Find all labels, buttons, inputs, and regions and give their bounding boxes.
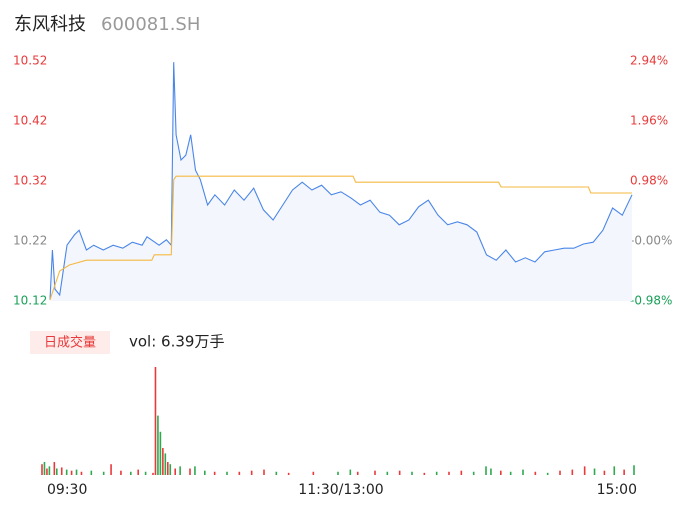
volume-tag: 日成交量: [44, 335, 96, 351]
volume-bar: [226, 471, 228, 475]
x-tick-label: 11:30/13:00: [298, 482, 383, 498]
volume-bar: [583, 466, 586, 475]
y2-tick-label: 0.98%: [630, 174, 668, 188]
volume-bar: [102, 471, 105, 475]
price-area: [50, 62, 632, 302]
series-line: [49, 175, 632, 300]
volume-bar: [213, 471, 216, 475]
volume-bar: [546, 472, 549, 475]
volume-bar: [386, 471, 389, 475]
y-tick-label: 10.12: [13, 294, 47, 308]
x-tick-label: 15:00: [597, 482, 637, 498]
y2-tick-label: -0.98%: [630, 294, 672, 308]
y-tick-label: 10.42: [13, 114, 47, 128]
volume-bar: [435, 471, 438, 475]
volume-bar: [423, 472, 426, 475]
x-tick-label: 09:30: [47, 482, 87, 498]
volume-bar: [70, 470, 73, 475]
volume-bar: [559, 470, 561, 475]
volume-tag-bg: [30, 331, 110, 354]
volume-bar: [287, 472, 290, 475]
volume-bar: [448, 471, 450, 475]
volume-bar: [593, 468, 596, 475]
y2-tick-label: -0.00%: [630, 234, 672, 248]
volume-bar: [460, 470, 463, 475]
volume-bar: [374, 470, 376, 475]
volume-bar: [157, 415, 159, 475]
volume-bar: [46, 468, 48, 475]
volume-bar: [80, 471, 83, 475]
volume-bar: [43, 462, 46, 475]
volume-bar: [356, 471, 359, 475]
volume-bar: [571, 469, 574, 475]
volume-bar: [41, 464, 43, 475]
volume-bar: [194, 466, 196, 475]
volume-bar: [75, 469, 78, 475]
volume-bar: [137, 469, 139, 475]
volume-bar: [337, 471, 339, 475]
volume-bar: [53, 462, 56, 475]
volume-bar: [179, 466, 181, 475]
volume-bar: [174, 468, 176, 475]
volume-bar: [509, 471, 512, 475]
volume-bar: [485, 466, 487, 475]
volume-bar: [490, 468, 492, 475]
volume-bar: [349, 469, 352, 475]
volume-bar: [623, 469, 625, 475]
volume-bar: [110, 464, 112, 475]
series-line: [49, 62, 633, 300]
volume-bar: [534, 471, 537, 475]
volume-bar: [167, 462, 169, 475]
volume-bar: [159, 431, 162, 475]
volume-bar: [169, 464, 172, 475]
y2-tick-label: 1.96%: [630, 114, 668, 128]
volume-bar: [411, 471, 413, 475]
volume-bar: [633, 465, 635, 475]
volume-bar: [613, 466, 616, 475]
volume-bar: [250, 470, 253, 475]
volume-bar: [144, 471, 147, 475]
volume-bar: [275, 471, 278, 475]
stock-code: 600081.SH: [101, 14, 200, 35]
volume-bar: [472, 471, 475, 475]
volume-bar: [48, 466, 51, 475]
stock-name: 东风科技: [14, 14, 86, 35]
volume-bar: [312, 471, 315, 475]
volume-summary: vol: 6.39万手: [129, 333, 224, 351]
volume-bar: [164, 453, 167, 475]
volume-bar: [152, 472, 154, 475]
volume-bar: [60, 467, 63, 475]
volume-bar: [603, 470, 606, 475]
volume-bar: [130, 471, 132, 475]
volume-bar: [263, 469, 265, 475]
volume-bar: [90, 470, 93, 475]
volume-bar: [522, 469, 524, 475]
y2-tick-label: 2.94%: [630, 54, 668, 68]
volume-bar: [189, 468, 191, 475]
volume-bar: [238, 471, 241, 475]
volume-bar: [500, 470, 502, 475]
volume-bar: [65, 469, 68, 475]
volume-bar: [162, 448, 164, 475]
volume-bar: [120, 470, 122, 475]
volume-bar: [56, 468, 58, 475]
y-tick-label: 10.52: [13, 54, 47, 68]
y-tick-label: 10.32: [13, 174, 47, 188]
volume-bar: [204, 470, 206, 475]
volume-bar: [154, 367, 157, 475]
volume-bar: [398, 470, 401, 475]
y-tick-label: 10.22: [13, 234, 47, 248]
